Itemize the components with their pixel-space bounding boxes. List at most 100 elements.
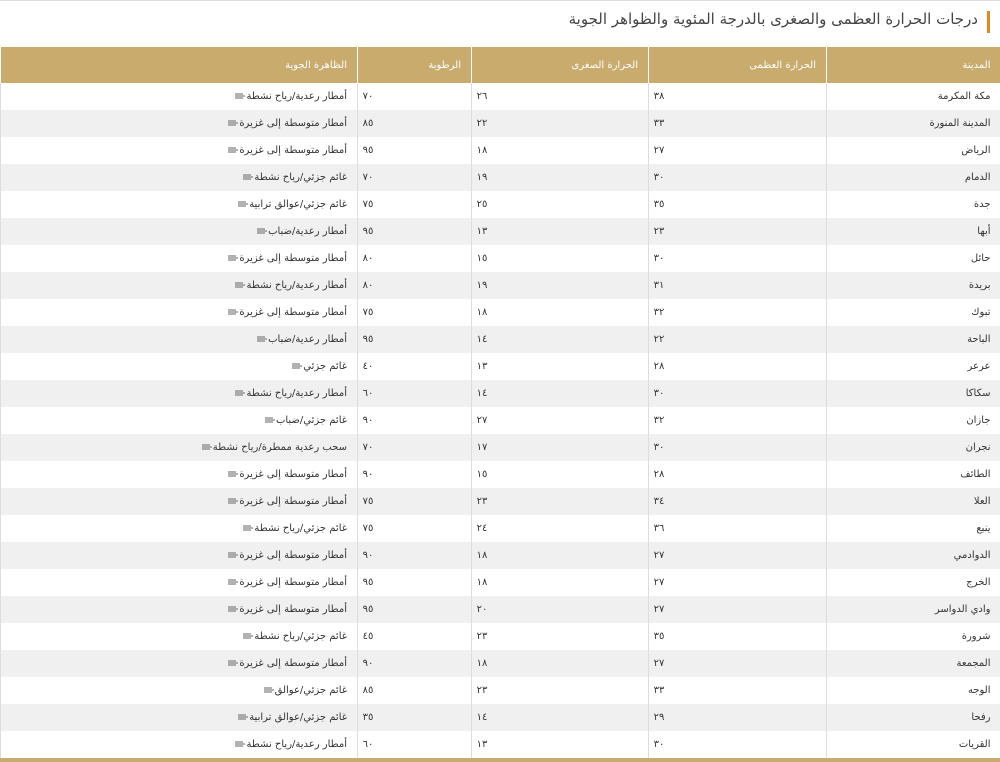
table-row: حائل ٣٠ ١٥ ٨٠ أمطار متوسطة إلى غزيرة: [0, 245, 1000, 272]
table-cell: ٨٥: [357, 677, 472, 704]
table-row: ينبع ٣٦ ٢٤ ٧٥ غائم جزئي/رياح نشطة: [0, 515, 1000, 542]
table-cell: ٢٣: [471, 488, 649, 515]
cell-text: ١٧: [476, 442, 488, 453]
table-cell: أمطار رعدية/رياح نشطة: [0, 380, 358, 407]
cell-text: ٣٠: [653, 253, 665, 264]
table-cell: ٧٥: [357, 299, 472, 326]
cell-text: غائم جزئي/رياح نشطة: [254, 523, 347, 534]
table-cell: الرياض: [826, 137, 1000, 164]
cell-text: عرعر: [967, 361, 991, 372]
table-cell: ١٧: [471, 434, 649, 461]
cell-text: ٨٥: [362, 685, 374, 696]
table-cell: ٦٠: [357, 380, 472, 407]
table-cell: ٩٥: [357, 137, 472, 164]
table-cell: ١٨: [471, 650, 649, 677]
cell-text: ٧٥: [362, 307, 374, 318]
table-cell: ٢٧: [648, 650, 827, 677]
table-cell: غائم جزئي/عوالق: [0, 677, 358, 704]
cell-text: ٣٣: [653, 685, 665, 696]
table-cell: ١٨: [471, 137, 649, 164]
table-cell: ٢٧: [471, 407, 649, 434]
table-cell: أمطار متوسطة إلى غزيرة: [0, 650, 358, 677]
table-cell: ١٣: [471, 218, 649, 245]
weather-icon: [235, 741, 246, 747]
table-row: رفحا ٢٩ ١٤ ٣٥ غائم جزئي/عوالق ترابية: [0, 704, 1000, 731]
table-cell: ٣٤: [648, 488, 827, 515]
table-cell: ٨٠: [357, 272, 472, 299]
table-cell: سحب رعدية ممطرة/رياح نشطة: [0, 434, 358, 461]
table-cell: الوجه: [826, 677, 1000, 704]
table-cell: ٢٢: [648, 326, 827, 353]
table-cell: سكاكا: [826, 380, 1000, 407]
table-cell: ٩٥: [357, 569, 472, 596]
table-cell: غائم جزئي/عوالق ترابية: [0, 704, 358, 731]
table-cell: أمطار رعدية/ضباب: [0, 218, 358, 245]
weather-icon: [228, 471, 239, 477]
table-cell: ٢٧: [648, 596, 827, 623]
weather-icon: [235, 93, 246, 99]
weather-icon: [235, 282, 246, 288]
table-cell: ٢٣: [471, 623, 649, 650]
cell-text: ٢٧: [476, 415, 488, 426]
table-cell: أمطار رعدية/رياح نشطة: [0, 83, 358, 110]
table-cell: ٢٧: [648, 569, 827, 596]
cell-text: ٦٠: [362, 739, 374, 750]
cell-text: ٣٢: [653, 415, 665, 426]
cell-text: الخرج: [966, 577, 991, 588]
cell-text: ٢٣: [476, 631, 488, 642]
header-cell: الحرارة الصغرى: [471, 47, 649, 83]
cell-text: ٣٤: [653, 496, 665, 507]
weather-icon: [228, 309, 239, 315]
table-cell: ٣٠: [648, 380, 827, 407]
table-cell: ٣٢: [648, 407, 827, 434]
weather-icon: [292, 363, 303, 369]
cell-text: ٢٤: [476, 523, 488, 534]
table-row: وادي الدواسر ٢٧ ٢٠ ٩٥ أمطار متوسطة إلى غزيرة: [0, 596, 1000, 623]
weather-table: المدينة الحرارة العظمى الحرارة الصغرى الرطو…: [0, 47, 1000, 758]
table-cell: ٤٥: [357, 623, 472, 650]
cell-text: ١٣: [476, 361, 488, 372]
table-row: شرورة ٣٥ ٢٣ ٤٥ غائم جزئي/رياح نشطة: [0, 623, 1000, 650]
cell-text: أمطار رعدية/رياح نشطة: [246, 388, 347, 399]
table-cell: ٩٠: [357, 407, 472, 434]
cell-text: العلا: [973, 496, 991, 507]
table-cell: بريدة: [826, 272, 1000, 299]
cell-text: ٢٣: [653, 226, 665, 237]
table-cell: القريات: [826, 731, 1000, 758]
cell-text: غائم جزئي/رياح نشطة: [254, 172, 347, 183]
cell-text: غائم جزئي/رياح نشطة: [254, 631, 347, 642]
page-title: درجات الحرارة العظمى والصغرى بالدرجة الم…: [568, 10, 978, 28]
cell-text: ١٨: [476, 145, 488, 156]
cell-text: حائل: [970, 253, 991, 264]
cell-text: الدوادمي: [953, 550, 991, 561]
table-cell: ٢٠: [471, 596, 649, 623]
weather-icon: [228, 552, 239, 558]
table-cell: ٢٣: [471, 677, 649, 704]
weather-icon: [228, 579, 239, 585]
table-cell: أمطار رعدية/ضباب: [0, 326, 358, 353]
table-cell: ٣٢: [648, 299, 827, 326]
weather-icon: [228, 606, 239, 612]
table-cell: ٩٠: [357, 650, 472, 677]
cell-text: ١٣: [476, 226, 488, 237]
table-cell: ١٥: [471, 245, 649, 272]
cell-text: ٢٨: [653, 361, 665, 372]
table-cell: ٢٩: [648, 704, 827, 731]
table-cell: ٣٥: [648, 191, 827, 218]
cell-text: المدينة المنورة: [929, 118, 991, 129]
cell-text: ٢٧: [653, 658, 665, 669]
table-cell: ٢٢: [471, 110, 649, 137]
cell-text: القريات: [958, 739, 991, 750]
cell-text: غائم جزئي/عوالق ترابية: [249, 199, 347, 210]
cell-text: ٢٦: [476, 91, 488, 102]
table-cell: ١٨: [471, 299, 649, 326]
table-cell: ١٣: [471, 353, 649, 380]
cell-text: أمطار رعدية/ضباب: [268, 334, 347, 345]
table-row: جدة ٣٥ ٢٥ ٧٥ غائم جزئي/عوالق ترابية: [0, 191, 1000, 218]
table-cell: غائم جزئي/رياح نشطة: [0, 515, 358, 542]
cell-text: ١٨: [476, 658, 488, 669]
cell-text: ٦٠: [362, 388, 374, 399]
cell-text: ٣٨: [653, 91, 665, 102]
weather-icon: [243, 174, 254, 180]
